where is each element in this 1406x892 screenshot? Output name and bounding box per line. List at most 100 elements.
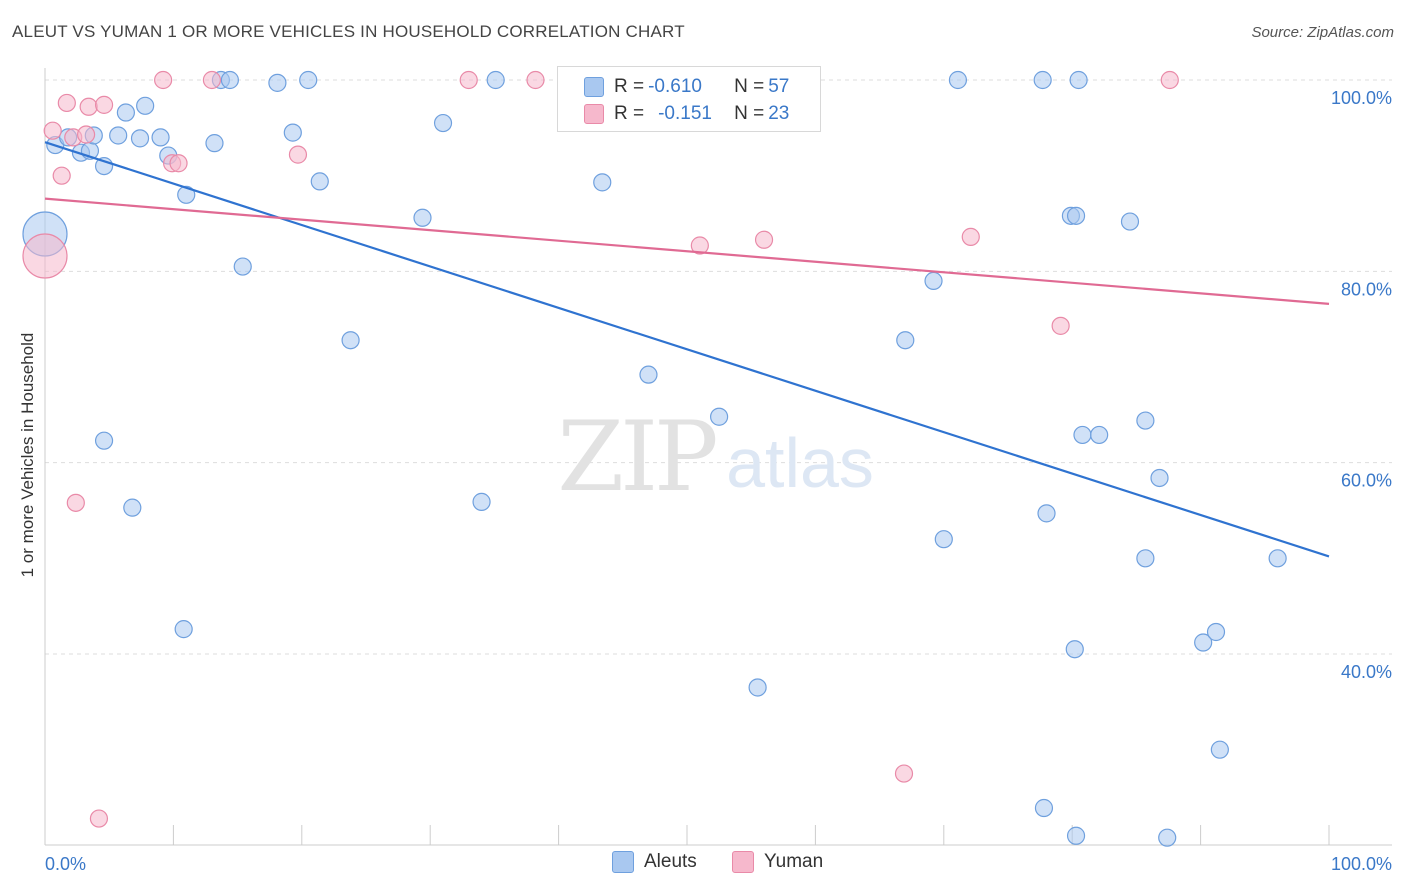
legend-n-value: 57 (768, 76, 790, 97)
axes (44, 68, 1392, 846)
legend-label-aleuts: Aleuts (644, 851, 697, 872)
aleut-point (1069, 70, 1088, 90)
legend-n-value: 23 (768, 103, 790, 124)
chart-title: ALEUT VS YUMAN 1 OR MORE VEHICLES IN HOU… (12, 22, 685, 41)
aleut-point (486, 70, 505, 90)
aleut-point (1158, 828, 1177, 847)
aleut-point (1066, 206, 1086, 225)
y-tick-label: 60.0% (1341, 471, 1392, 491)
y-axis-label: 1 or more Vehicles in Household (18, 332, 37, 578)
yuman-point (690, 236, 709, 255)
aleut-point (1066, 826, 1086, 845)
aleut-point (116, 103, 135, 122)
aleut-point (1034, 798, 1054, 818)
aleut-point (130, 129, 150, 148)
watermark-zip: ZIP (557, 401, 716, 513)
aleut-point (1136, 549, 1155, 568)
series-legend: Aleuts Yuman (0, 851, 1406, 879)
legend-n-label: N = (734, 76, 765, 97)
aleut-point (205, 134, 224, 153)
grid (45, 79, 1392, 655)
legend-swatch-aleuts (584, 77, 604, 97)
aleut-point (220, 70, 239, 90)
legend-label-yuman: Yuman (764, 851, 824, 872)
aleut-point (433, 113, 453, 133)
aleut-point (123, 498, 142, 517)
aleut-point (1090, 425, 1109, 445)
yuman-point (94, 95, 114, 114)
legend-swatch-aleuts (612, 851, 634, 873)
aleut-point (1150, 468, 1169, 488)
aleut-point (1136, 411, 1155, 430)
yuman-point (79, 97, 98, 116)
yuman-point (526, 70, 545, 90)
aleut-point (177, 185, 196, 204)
aleut-point (341, 331, 360, 350)
yuman-point (52, 166, 71, 185)
aleut-point (1194, 633, 1213, 652)
data-points (22, 70, 1287, 847)
stats-legend: R = -0.610 N = 57 R = -0.151 N = 23 (557, 66, 821, 132)
aleut-point (310, 172, 329, 191)
aleut-point (748, 678, 767, 697)
yuman-trend-line (44, 197, 1330, 305)
aleut-point (593, 173, 612, 192)
yuman-point (1160, 70, 1179, 90)
legend-r-label: R = (614, 103, 645, 124)
watermark: ZIP atlas (557, 401, 874, 513)
legend-r-value: -0.151 (658, 103, 712, 124)
aleut-point (109, 126, 128, 145)
legend-r-label: R = (614, 76, 645, 97)
aleut-point (1065, 640, 1084, 659)
aleut-point (413, 208, 432, 227)
yuman-point (1051, 316, 1070, 335)
aleut-point (948, 70, 968, 90)
y-tick-label: 40.0% (1341, 662, 1392, 682)
aleut-point (1037, 504, 1056, 523)
aleut-point (709, 407, 729, 426)
aleut-point (151, 128, 170, 147)
legend-swatch-yuman (584, 104, 604, 124)
yuman-point (22, 233, 68, 279)
tick-labels: 100.0% 80.0% 60.0% 40.0% 0.0% 100.0% (45, 88, 1392, 874)
yuman-point (43, 121, 62, 140)
aleut-point (472, 492, 491, 511)
y-tick-label: 100.0% (1331, 88, 1392, 108)
aleut-point (283, 123, 302, 142)
legend-item-aleuts: Aleuts (612, 851, 697, 873)
yuman-point (57, 93, 76, 113)
aleut-point (639, 365, 658, 384)
watermark-atlas: atlas (726, 424, 874, 502)
yuman-point (76, 125, 96, 144)
aleut-point (1268, 549, 1287, 568)
yuman-point (961, 227, 980, 246)
aleut-point (299, 70, 318, 90)
yuman-point (89, 809, 109, 828)
legend-n-label: N = (734, 103, 765, 124)
legend-swatch-yuman (732, 851, 754, 873)
trend-lines (44, 141, 1330, 558)
aleut-point (233, 257, 252, 276)
x-tick-label: 100.0% (1331, 854, 1392, 874)
aleut-point (94, 431, 114, 450)
legend-item-yuman: Yuman (732, 851, 823, 873)
yuman-point (288, 145, 308, 164)
aleut-point (1210, 740, 1229, 759)
yuman-point (154, 70, 173, 90)
aleut-point (1033, 70, 1052, 90)
yuman-point (202, 70, 222, 90)
aleut-point (924, 271, 943, 290)
aleut-trend-line (44, 141, 1330, 558)
yuman-point (754, 230, 774, 249)
legend-row-yuman: R = -0.151 N = 23 (558, 100, 789, 128)
legend-row-aleuts: R = -0.610 N = 57 (558, 73, 789, 101)
aleut-point (934, 530, 953, 549)
yuman-point (459, 70, 478, 90)
aleut-point (1120, 212, 1140, 231)
x-tick-label: 0.0% (45, 854, 86, 874)
aleut-point (136, 96, 155, 115)
y-tick-label: 80.0% (1341, 279, 1392, 299)
aleut-point (896, 331, 915, 350)
aleut-point (1206, 622, 1226, 642)
